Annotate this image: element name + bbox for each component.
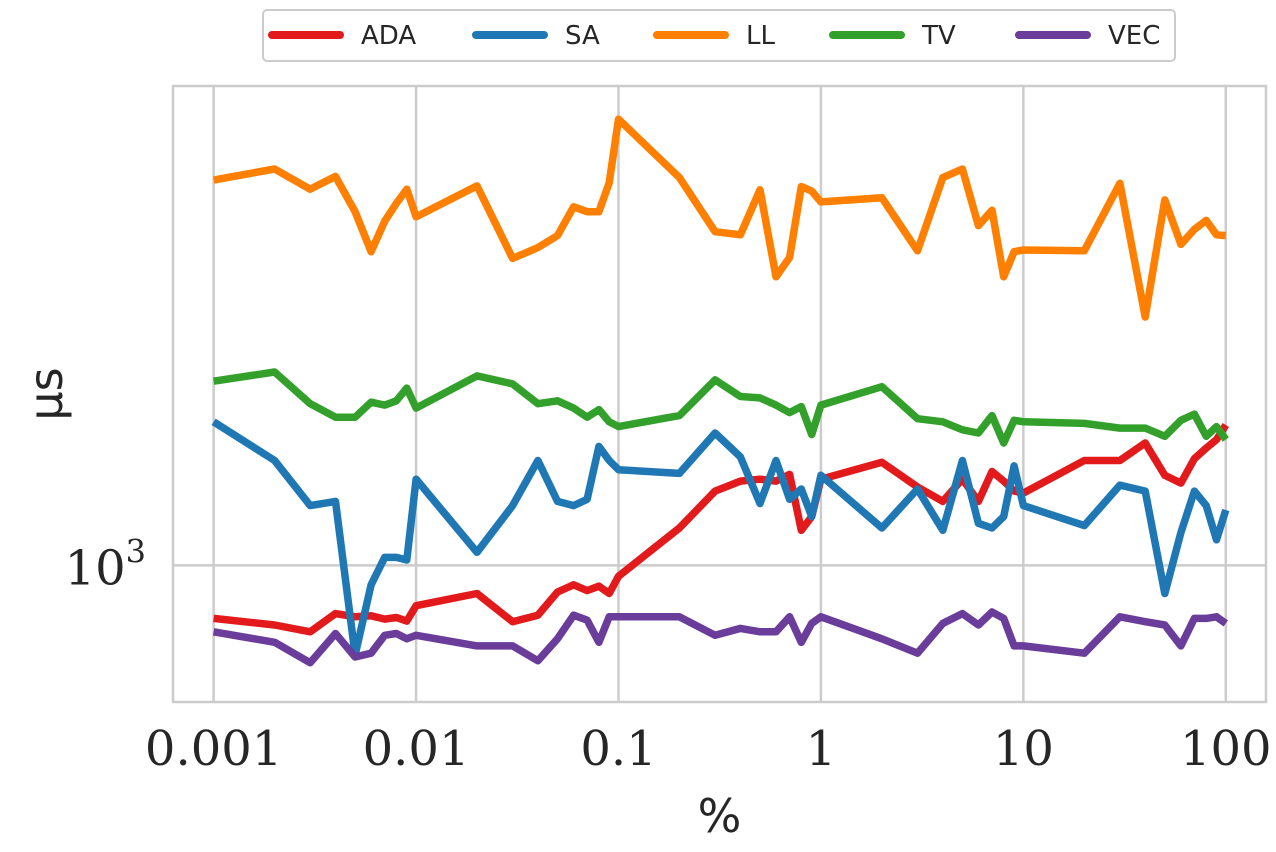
x-axis-label: % bbox=[698, 789, 742, 843]
x-tick-label: 10 bbox=[993, 721, 1054, 777]
x-tick-label: 0.001 bbox=[145, 721, 282, 777]
legend-label: VEC bbox=[1108, 21, 1160, 51]
y-tick-label: 103 bbox=[65, 532, 146, 596]
legend-item-vec: VEC bbox=[1015, 21, 1160, 51]
legend-item-tv: TV bbox=[829, 21, 956, 51]
grid bbox=[173, 86, 1266, 702]
legend-label: LL bbox=[746, 21, 775, 51]
x-axis-ticks: 0.001 0.01 0.1 1 10 100 bbox=[145, 721, 1272, 777]
legend-item-sa: SA bbox=[472, 21, 600, 51]
y-axis-label: μs bbox=[19, 367, 73, 420]
legend: ADA SA LL TV VEC bbox=[262, 9, 1176, 62]
series-line-tv bbox=[213, 368, 1229, 447]
legend-label: ADA bbox=[361, 21, 416, 51]
series-line-ll bbox=[212, 115, 1227, 321]
legend-label: SA bbox=[565, 21, 600, 51]
legend-item-ada: ADA bbox=[268, 21, 416, 51]
x-tick-label: 1 bbox=[806, 721, 837, 777]
x-tick-label: 0.1 bbox=[580, 721, 656, 777]
x-tick-label: 0.01 bbox=[363, 721, 470, 777]
series-line-vec bbox=[212, 608, 1228, 667]
y-axis-ticks: 103 bbox=[65, 532, 146, 596]
series-lines bbox=[211, 115, 1230, 667]
legend-label: TV bbox=[921, 21, 956, 51]
series-line-sa bbox=[211, 418, 1230, 659]
plot-frame bbox=[171, 84, 1268, 704]
x-tick-label: 100 bbox=[1180, 721, 1272, 777]
legend-item-ll: LL bbox=[653, 21, 775, 51]
